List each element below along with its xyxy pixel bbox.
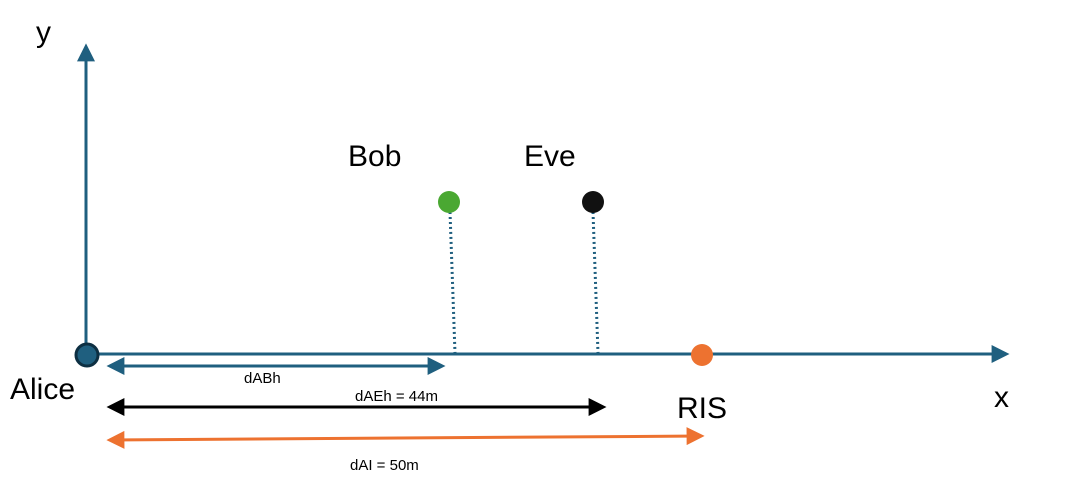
dae-label: dAEh = 44m <box>355 388 438 405</box>
ris-node <box>691 344 713 366</box>
y-axis-label: y <box>36 16 51 49</box>
bob-projection-line <box>448 211 457 354</box>
eve-node <box>582 191 604 213</box>
eve-projection-line <box>591 211 600 354</box>
eve-label: Eve <box>524 140 576 173</box>
alice-label: Alice <box>10 373 75 406</box>
alice-node <box>74 342 100 368</box>
bob-node <box>438 191 460 213</box>
dab-label: dABh <box>244 370 281 387</box>
dai-arrow <box>106 427 705 449</box>
x-axis-label: x <box>994 381 1009 414</box>
ris-label: RIS <box>677 392 727 425</box>
dai-label: dAI = 50m <box>350 457 419 474</box>
bob-label: Bob <box>348 140 401 173</box>
